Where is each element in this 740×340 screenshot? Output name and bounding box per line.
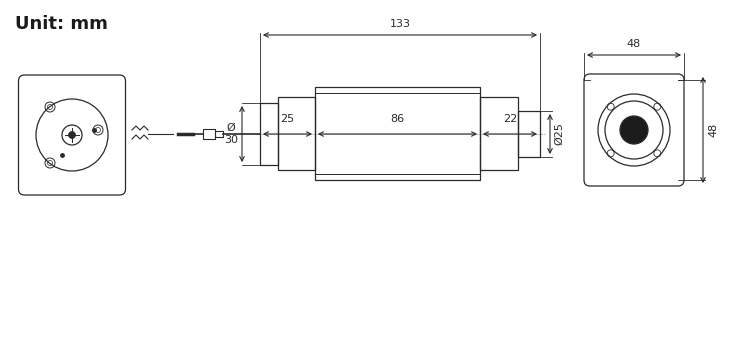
Bar <box>480 97 518 170</box>
Text: 22: 22 <box>503 114 517 124</box>
Text: 48: 48 <box>708 123 718 137</box>
Bar <box>518 111 540 157</box>
Circle shape <box>69 132 75 138</box>
Text: Ø
30: Ø 30 <box>224 123 238 145</box>
Circle shape <box>620 116 648 144</box>
Text: 25: 25 <box>280 114 295 124</box>
Bar <box>215 131 223 137</box>
Bar <box>315 87 480 180</box>
Text: 48: 48 <box>627 39 641 49</box>
Text: Ø25: Ø25 <box>554 122 564 146</box>
Text: 86: 86 <box>391 114 405 124</box>
Bar <box>278 97 315 170</box>
Bar <box>260 103 278 165</box>
Text: Unit: mm: Unit: mm <box>15 15 108 33</box>
Bar <box>203 129 215 139</box>
Text: 133: 133 <box>389 19 411 29</box>
